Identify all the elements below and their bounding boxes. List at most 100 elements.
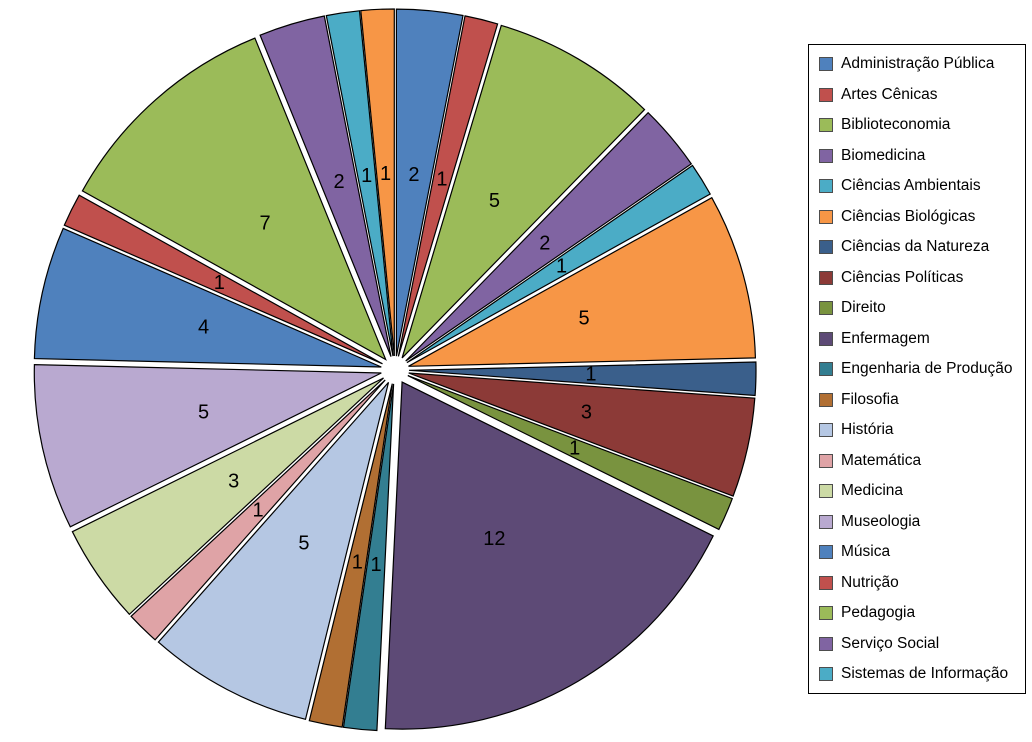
legend-label: Biomedicina xyxy=(841,146,926,164)
slice-value-label: 5 xyxy=(579,308,590,330)
pie-slice xyxy=(395,8,464,357)
legend-label: Artes Cênicas xyxy=(841,85,938,103)
pie-slice xyxy=(401,24,646,359)
slice-value-label: 1 xyxy=(585,364,596,386)
legend-swatch xyxy=(819,118,833,132)
slice-value-label: 12 xyxy=(483,528,505,550)
slice-value-label: 1 xyxy=(361,165,372,187)
slice-value-label: 5 xyxy=(198,401,209,423)
legend-item: Pedagogia xyxy=(809,599,1025,628)
legend-swatch xyxy=(819,575,833,590)
legend-label: Engenharia de Produção xyxy=(841,360,1013,377)
legend-item: Administração Pública xyxy=(809,50,1025,79)
legend-item: Sistemas de Informação xyxy=(809,660,1025,689)
pie-slice xyxy=(406,164,712,364)
legend-item: Ciências Ambientais xyxy=(809,172,1025,201)
legend-swatch xyxy=(819,179,833,193)
legend-item: Serviço Social xyxy=(809,629,1025,658)
legend-item: Filosofia xyxy=(809,385,1025,414)
legend-item: Direito xyxy=(809,294,1025,323)
pie-slice xyxy=(360,8,395,357)
pie-slice xyxy=(407,375,734,531)
pie-slice xyxy=(408,361,757,397)
pie-slice xyxy=(408,372,756,497)
pie-slice xyxy=(33,363,382,528)
pie-slice xyxy=(259,15,392,357)
legend-item: Engenharia de Produção xyxy=(809,355,1025,384)
legend-swatch xyxy=(819,392,833,407)
legend-swatch xyxy=(819,362,833,376)
legend-label: Administração Pública xyxy=(841,55,995,72)
legend-item: Museologia xyxy=(809,507,1025,536)
legend-label: Ciências Biológicas xyxy=(841,207,976,225)
legend-swatch xyxy=(819,453,833,468)
slice-value-label: 1 xyxy=(556,256,567,278)
legend-swatch xyxy=(819,57,833,71)
pie-slice xyxy=(405,111,693,362)
slice-value-label: 2 xyxy=(333,171,344,193)
slice-value-label: 1 xyxy=(436,169,447,191)
slice-value-label: 5 xyxy=(489,190,500,212)
pie-slice xyxy=(130,379,386,641)
legend-item: Biblioteconomia xyxy=(809,111,1025,140)
slice-value-label: 3 xyxy=(228,470,239,492)
legend-label: Ciências da Natureza xyxy=(841,238,990,255)
legend-item: História xyxy=(809,416,1025,445)
legend-item: Nutrição xyxy=(809,568,1025,597)
chart-legend: Administração Pública Artes Cênicas Biblio… xyxy=(808,44,1026,694)
legend-label: Ciências Políticas xyxy=(841,268,964,286)
slice-value-label: 7 xyxy=(259,212,270,234)
legend-swatch xyxy=(819,484,833,498)
legend-swatch xyxy=(819,240,833,254)
legend-swatch xyxy=(819,148,833,163)
legend-swatch xyxy=(819,514,833,529)
legend-label: Museologia xyxy=(841,512,921,530)
pie-slice xyxy=(71,377,384,616)
pie-slice xyxy=(397,15,499,357)
legend-label: Filosofia xyxy=(841,390,899,408)
pie-slice xyxy=(384,381,715,730)
legend-swatch xyxy=(819,606,833,620)
legend-label: Medicina xyxy=(841,482,904,499)
legend-swatch xyxy=(819,301,833,315)
slice-value-label: 5 xyxy=(298,533,309,555)
legend-label: Música xyxy=(841,543,891,560)
legend-label: Serviço Social xyxy=(841,634,940,652)
legend-label: História xyxy=(841,421,894,438)
legend-swatch xyxy=(819,270,833,285)
legend-swatch xyxy=(819,423,833,437)
legend-item: Medicina xyxy=(809,477,1025,506)
pie-slice xyxy=(157,382,390,721)
pie-slice xyxy=(63,194,383,365)
slice-value-label: 2 xyxy=(539,233,550,255)
legend-item: Enfermagem xyxy=(809,324,1025,353)
slice-value-label: 1 xyxy=(214,272,225,294)
legend-label: Matemática xyxy=(841,451,922,469)
legend-label: Ciências Ambientais xyxy=(841,177,981,194)
slice-value-label: 1 xyxy=(569,437,580,459)
legend-item: Ciências Políticas xyxy=(809,263,1025,292)
slice-value-label: 3 xyxy=(581,401,592,423)
slice-value-label: 1 xyxy=(371,554,382,576)
legend-item: Ciências Biológicas xyxy=(809,202,1025,231)
pie-slice xyxy=(408,196,757,367)
legend-label: Biblioteconomia xyxy=(841,116,951,133)
legend-item: Biomedicina xyxy=(809,141,1025,170)
slice-value-label: 1 xyxy=(380,163,391,185)
legend-label: Sistemas de Informação xyxy=(841,665,1009,682)
slice-value-label: 2 xyxy=(408,164,419,186)
slice-value-label: 1 xyxy=(253,499,264,521)
legend-label: Enfermagem xyxy=(841,329,930,347)
legend-label: Direito xyxy=(841,299,886,316)
legend-swatch xyxy=(819,209,833,224)
pie-slice xyxy=(308,383,393,728)
legend-label: Nutrição xyxy=(841,573,899,591)
legend-swatch xyxy=(819,331,833,346)
legend-swatch xyxy=(819,545,833,559)
legend-item: Música xyxy=(809,538,1025,567)
legend-swatch xyxy=(819,636,833,651)
slice-value-label: 1 xyxy=(352,551,363,573)
legend-swatch xyxy=(819,667,833,681)
